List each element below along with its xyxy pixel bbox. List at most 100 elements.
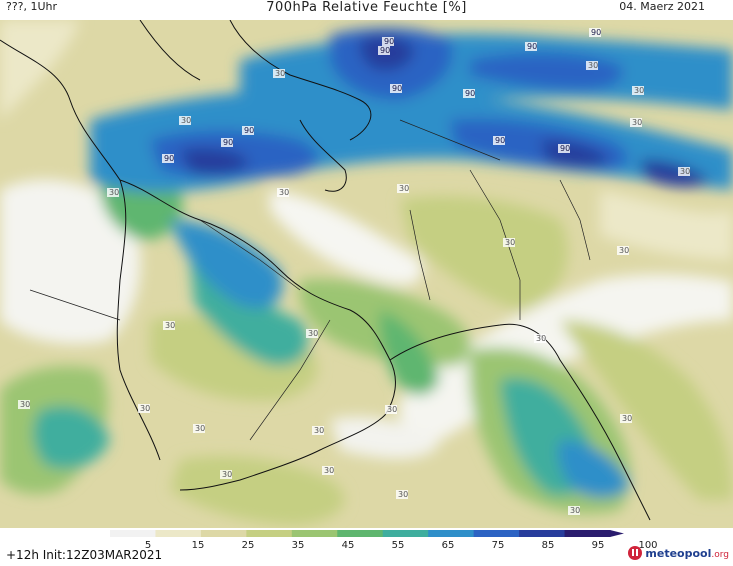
coastlines [0,19,651,521]
contour-label-30: 30 [138,404,150,413]
humidity-field [0,20,733,525]
contour-label-30: 30 [277,188,289,197]
svg-text:30: 30 [387,405,397,414]
legend-swatch [428,530,475,537]
contour-label-30: 30 [273,69,285,78]
svg-text:30: 30 [324,466,334,475]
contour-label-90: 90 [162,154,174,163]
contour-label-90: 90 [390,84,402,93]
contour-label-90: 90 [463,89,475,98]
svg-text:30: 30 [275,69,285,78]
legend-swatch [473,530,520,537]
legend-swatch [337,530,384,537]
legend-swatch [200,530,247,537]
legend-colorbar [110,530,624,537]
svg-text:30: 30 [181,116,191,125]
svg-text:90: 90 [164,154,174,163]
svg-text:30: 30 [505,238,515,247]
meteopool-logo[interactable]: meteopool.org [628,546,729,560]
contour-label-30: 30 [397,184,409,193]
legend-tick-label: 95 [591,540,605,551]
contour-label-30: 30 [322,466,334,475]
contour-label-30: 30 [179,116,191,125]
legend-swatch [110,530,156,537]
legend-tick-label: 5 [144,540,152,551]
footer-bar: 5 15 25 35 45 55 65 75 85 95 100 +12h Init:12Z03MA… [0,528,733,566]
svg-text:90: 90 [384,37,394,46]
svg-text:90: 90 [495,136,505,145]
legend-swatch [291,530,338,537]
legend-tick-label: 85 [541,540,555,551]
legend-swatch [246,530,293,537]
svg-text:30: 30 [570,506,580,515]
svg-text:90: 90 [465,89,475,98]
contour-label-30: 30 [632,86,644,95]
contour-label-30: 30 [630,118,642,127]
valid-time: ???, 1Uhr [6,0,58,13]
valid-date: 04. Maerz 2021 [619,0,705,13]
svg-text:90: 90 [527,42,537,51]
svg-text:30: 30 [279,188,289,197]
svg-text:30: 30 [632,118,642,127]
svg-text:30: 30 [398,490,408,499]
model-run-info: +12h Init:12Z03MAR2021 [6,548,163,562]
humidity-map: 90 90 90 90 90 90 90 90 90 90 90 30 30 3… [0,19,733,528]
contour-label-30: 30 [678,167,690,176]
legend-tick-labels: 5 15 25 35 45 55 65 75 85 95 100 [110,540,658,554]
legend-tick-label: 55 [391,540,405,551]
humidity-map-canvas: 90 90 90 90 90 90 90 90 90 90 90 30 30 3… [0,19,733,528]
svg-text:90: 90 [591,28,601,37]
contour-label-90: 90 [589,28,601,37]
contour-label-30: 30 [620,414,632,423]
contour-label-90: 90 [221,138,233,147]
contour-label-90: 90 [378,46,390,55]
contour-label-30: 30 [18,400,30,409]
header-bar: ???, 1Uhr 700hPa Relative Feuchte [%] 04… [0,0,733,20]
meteopool-logo-icon [628,546,643,560]
svg-text:30: 30 [308,329,318,338]
contour-label-30: 30 [107,188,119,197]
contour-label-30: 30 [586,61,598,70]
svg-text:30: 30 [399,184,409,193]
legend-tick-label: 35 [291,540,305,551]
contour-label-90: 90 [525,42,537,51]
borders [29,119,591,441]
svg-text:30: 30 [109,188,119,197]
svg-text:30: 30 [20,400,30,409]
legend-swatch [564,530,611,537]
map-title: 700hPa Relative Feuchte [%] [266,0,467,15]
legend-tick-label: 15 [191,540,205,551]
legend-swatch [382,530,429,537]
contour-label-30: 30 [163,321,175,330]
contour-label-30: 30 [220,470,232,479]
logo-suffix: .org [711,549,729,560]
legend-tick-label: 25 [241,540,255,551]
color-legend: 5 15 25 35 45 55 65 75 85 95 100 [110,530,658,556]
contour-label-90: 90 [558,144,570,153]
contour-label-30: 30 [306,329,318,338]
contour-labels: 90 90 90 90 90 90 90 90 90 90 90 30 30 3… [18,28,690,515]
legend-swatch [519,530,566,537]
svg-text:30: 30 [536,334,546,343]
contour-label-30: 30 [534,334,546,343]
svg-text:90: 90 [560,144,570,153]
legend-colorbar-canvas [110,530,624,537]
svg-text:30: 30 [680,167,690,176]
svg-text:30: 30 [140,404,150,413]
svg-text:30: 30 [619,246,629,255]
logo-text: meteopool.org [645,547,729,560]
legend-overflow-arrow [610,530,624,537]
svg-text:30: 30 [634,86,644,95]
contour-label-30: 30 [617,246,629,255]
contour-label-30: 30 [312,426,324,435]
contour-label-90: 90 [493,136,505,145]
contour-label-90: 90 [242,126,254,135]
legend-tick-label: 45 [341,540,355,551]
svg-text:90: 90 [392,84,402,93]
legend-swatch [155,530,202,537]
svg-text:30: 30 [622,414,632,423]
svg-text:30: 30 [165,321,175,330]
svg-text:90: 90 [380,46,390,55]
logo-name: meteopool [645,546,712,560]
contour-label-30: 30 [193,424,205,433]
